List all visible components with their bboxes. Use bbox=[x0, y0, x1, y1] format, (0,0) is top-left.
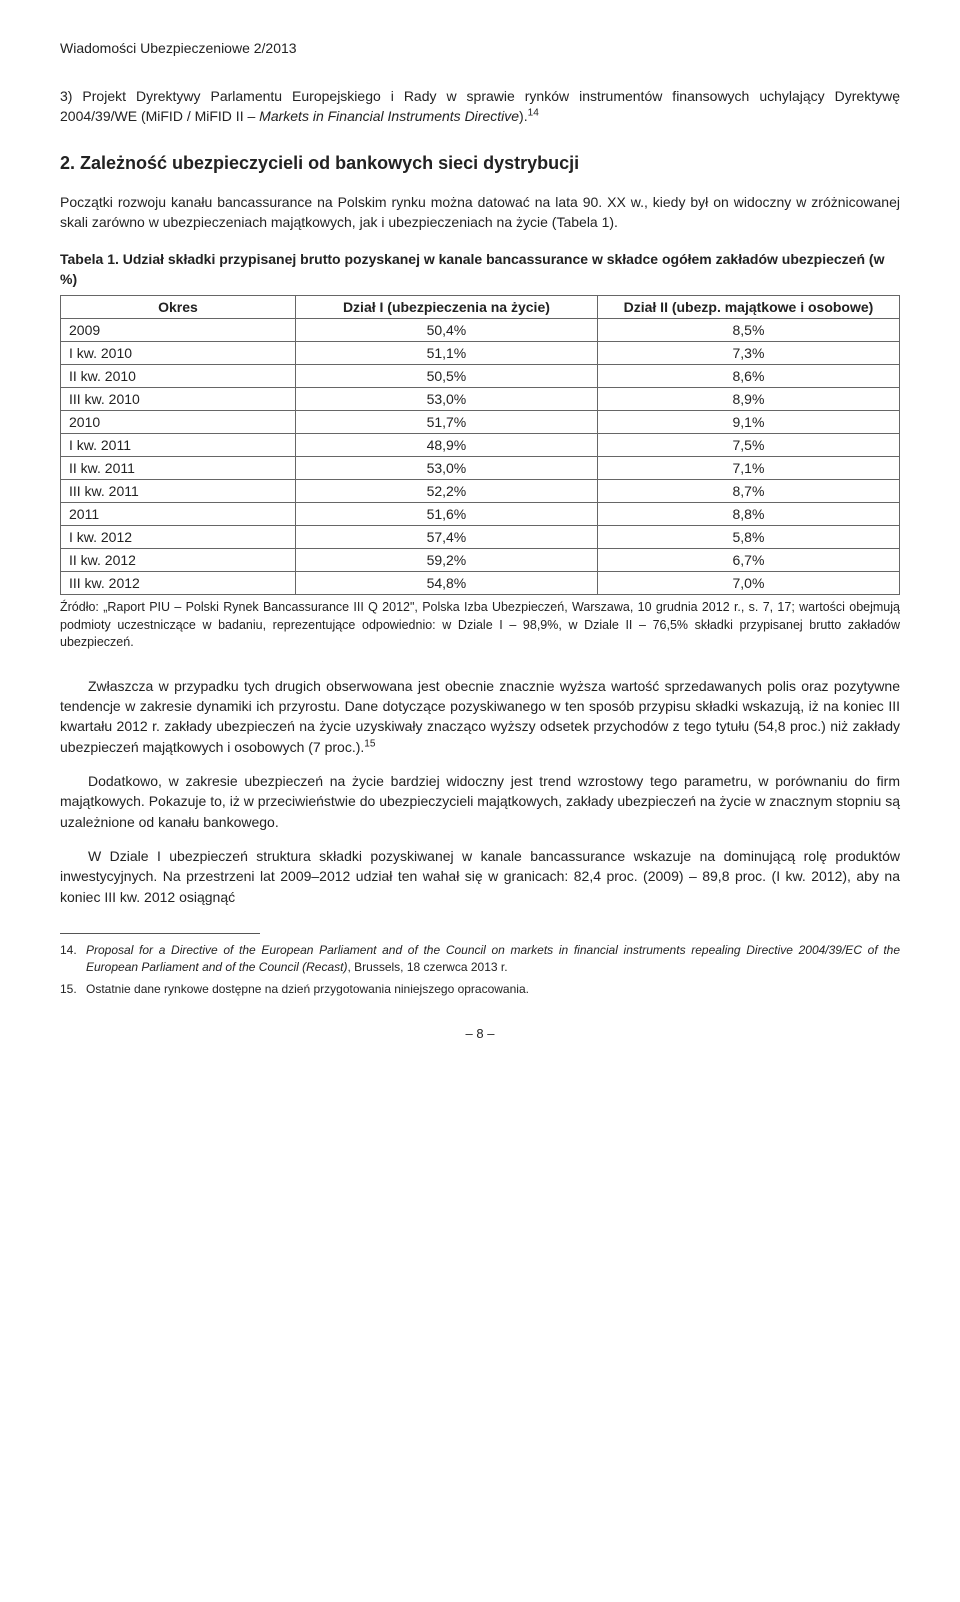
table-cell: 7,3% bbox=[597, 342, 899, 365]
table-row: 201151,6%8,8% bbox=[61, 503, 900, 526]
table-row: II kw. 201153,0%7,1% bbox=[61, 457, 900, 480]
table-header-row: Okres Dział I (ubezpieczenia na życie) D… bbox=[61, 296, 900, 319]
table-cell: 2011 bbox=[61, 503, 296, 526]
page-number: – 8 – bbox=[60, 1026, 900, 1041]
table-cell: 8,9% bbox=[597, 388, 899, 411]
table-source-note: Źródło: „Raport PIU – Polski Rynek Banca… bbox=[60, 599, 900, 652]
footnote-ref-15: 15 bbox=[364, 738, 375, 749]
footnote-14-tail: , Brussels, 18 czerwca 2013 r. bbox=[347, 960, 507, 974]
table-cell: 7,0% bbox=[597, 572, 899, 595]
table-cell: I kw. 2011 bbox=[61, 434, 296, 457]
table-cell: 8,7% bbox=[597, 480, 899, 503]
table-cell: I kw. 2010 bbox=[61, 342, 296, 365]
table-cell: 53,0% bbox=[295, 388, 597, 411]
table-cell: 59,2% bbox=[295, 549, 597, 572]
table-1: Okres Dział I (ubezpieczenia na życie) D… bbox=[60, 295, 900, 595]
footnote-ref-14: 14 bbox=[528, 108, 539, 119]
table-cell: 54,8% bbox=[295, 572, 597, 595]
table-cell: 9,1% bbox=[597, 411, 899, 434]
table-cell: III kw. 2012 bbox=[61, 572, 296, 595]
table-row: 201051,7%9,1% bbox=[61, 411, 900, 434]
table-row: I kw. 201051,1%7,3% bbox=[61, 342, 900, 365]
table-row: II kw. 201259,2%6,7% bbox=[61, 549, 900, 572]
footnote-14-number: 14. bbox=[60, 942, 86, 976]
table-row: III kw. 201254,8%7,0% bbox=[61, 572, 900, 595]
numbered-list-item-3: 3) Projekt Dyrektywy Parlamentu Europejs… bbox=[60, 86, 900, 127]
body-paragraph-1: Zwłaszcza w przypadku tych drugich obser… bbox=[60, 676, 900, 757]
footnote-14: 14. Proposal for a Directive of the Euro… bbox=[60, 942, 900, 976]
journal-header: Wiadomości Ubezpieczeniowe 2/2013 bbox=[60, 40, 900, 56]
table-row: I kw. 201257,4%5,8% bbox=[61, 526, 900, 549]
footnote-separator bbox=[60, 933, 260, 934]
footnote-15-number: 15. bbox=[60, 981, 86, 998]
table-cell: II kw. 2012 bbox=[61, 549, 296, 572]
table-cell: 5,8% bbox=[597, 526, 899, 549]
table-col-2: Dział II (ubezp. majątkowe i osobowe) bbox=[597, 296, 899, 319]
section-heading-2: 2. Zależność ubezpieczycieli od bankowyc… bbox=[60, 153, 900, 174]
list-suffix: ). bbox=[519, 108, 528, 124]
intro-paragraph: Początki rozwoju kanału bancassurance na… bbox=[60, 192, 900, 233]
table-cell: 2009 bbox=[61, 319, 296, 342]
table-cell: 57,4% bbox=[295, 526, 597, 549]
table-cell: 52,2% bbox=[295, 480, 597, 503]
table-row: I kw. 201148,9%7,5% bbox=[61, 434, 900, 457]
table-cell: 7,5% bbox=[597, 434, 899, 457]
table-cell: 50,4% bbox=[295, 319, 597, 342]
body-paragraph-2: Dodatkowo, w zakresie ubezpieczeń na życ… bbox=[60, 771, 900, 832]
table-row: 200950,4%8,5% bbox=[61, 319, 900, 342]
table-1-title: Tabela 1. Udział składki przypisanej bru… bbox=[60, 250, 900, 289]
directive-name-italic: Markets in Financial Instruments Directi… bbox=[259, 108, 519, 124]
table-cell: II kw. 2011 bbox=[61, 457, 296, 480]
body-paragraph-3: W Dziale I ubezpieczeń struktura składki… bbox=[60, 846, 900, 907]
table-cell: 8,5% bbox=[597, 319, 899, 342]
table-cell: 6,7% bbox=[597, 549, 899, 572]
table-cell: 53,0% bbox=[295, 457, 597, 480]
table-row: III kw. 201053,0%8,9% bbox=[61, 388, 900, 411]
table-col-1: Dział I (ubezpieczenia na życie) bbox=[295, 296, 597, 319]
table-col-0: Okres bbox=[61, 296, 296, 319]
table-cell: 50,5% bbox=[295, 365, 597, 388]
footnote-14-text: Proposal for a Directive of the European… bbox=[86, 942, 900, 976]
table-cell: 8,8% bbox=[597, 503, 899, 526]
table-cell: I kw. 2012 bbox=[61, 526, 296, 549]
table-row: III kw. 201152,2%8,7% bbox=[61, 480, 900, 503]
table-cell: 51,7% bbox=[295, 411, 597, 434]
table-cell: II kw. 2010 bbox=[61, 365, 296, 388]
table-cell: III kw. 2011 bbox=[61, 480, 296, 503]
table-cell: 51,6% bbox=[295, 503, 597, 526]
table-cell: 7,1% bbox=[597, 457, 899, 480]
footnote-15: 15. Ostatnie dane rynkowe dostępne na dz… bbox=[60, 981, 900, 998]
table-cell: 8,6% bbox=[597, 365, 899, 388]
footnote-15-text: Ostatnie dane rynkowe dostępne na dzień … bbox=[86, 981, 900, 998]
list-prefix: 3) bbox=[60, 88, 72, 104]
table-row: II kw. 201050,5%8,6% bbox=[61, 365, 900, 388]
body-p1-text: Zwłaszcza w przypadku tych drugich obser… bbox=[60, 678, 900, 755]
table-cell: 48,9% bbox=[295, 434, 597, 457]
table-cell: 51,1% bbox=[295, 342, 597, 365]
table-cell: III kw. 2010 bbox=[61, 388, 296, 411]
table-cell: 2010 bbox=[61, 411, 296, 434]
